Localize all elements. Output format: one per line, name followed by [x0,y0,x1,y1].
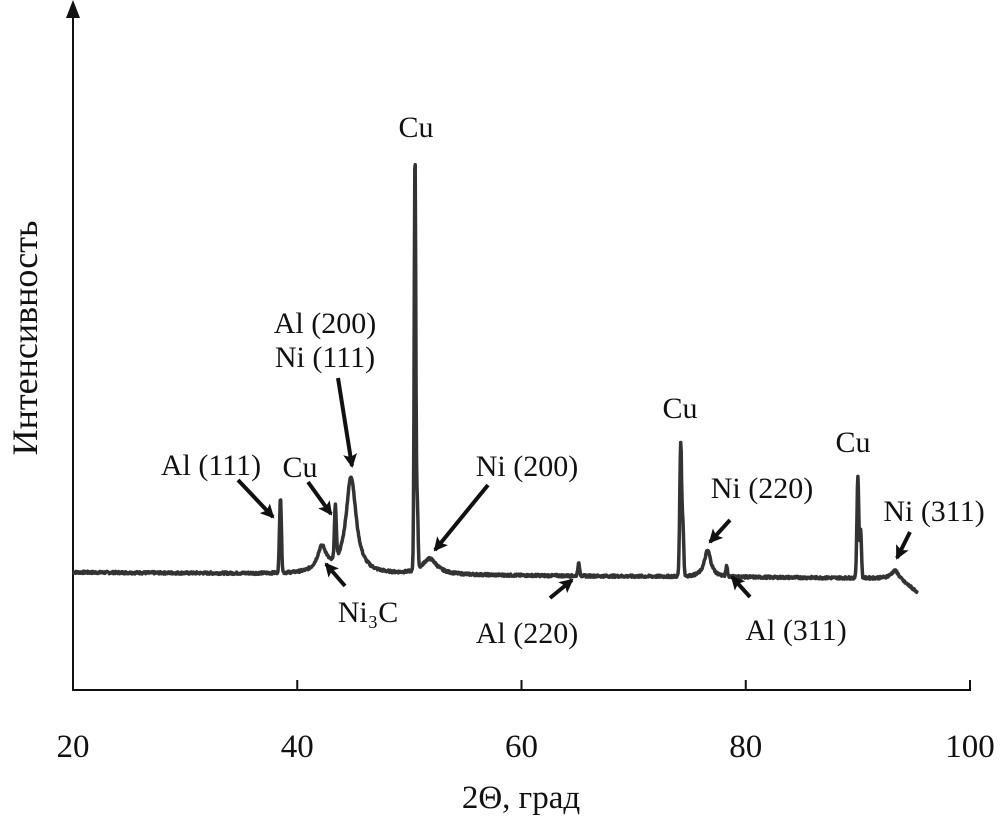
peak-label: Al (200) [274,307,376,340]
peak-label: Cu [282,451,317,484]
peak-label: Cu [662,392,697,425]
peak-label: Cu [398,111,433,144]
annotation-arrow-icon [895,531,912,560]
x-tick-label: 80 [729,729,762,765]
annotation-arrows [236,377,912,600]
xrd-curve [71,163,919,595]
y-axis-label: Интенсивность [5,221,45,456]
peak-label: Ni (200) [476,450,578,483]
annotation-arrow-icon [433,483,490,552]
annotation-arrow-icon [306,480,333,516]
peak-label: Ni (220) [711,472,813,505]
x-tick-label: 60 [505,729,538,765]
annotation-arrow-icon [548,578,574,600]
annotation-arrow-icon [730,575,752,599]
peak-label: Ni (111) [275,341,375,374]
y-axis-arrow-icon [66,0,80,18]
annotation-arrow-icon [336,377,358,468]
axes [66,0,971,691]
x-ticks: 20 40 60 80 100 [57,680,995,765]
annotation-arrow-icon [324,562,347,588]
annotation-arrow-icon [708,518,732,544]
peak-label: Al (220) [476,617,578,650]
annotation-arrow-icon [236,478,275,519]
peak-label: Al (311) [745,614,846,647]
peak-label: Al (111) [161,449,261,482]
peak-label: Ni₃C [338,596,398,629]
peak-label: Ni (311) [883,495,984,528]
x-tick-label: 20 [57,729,90,765]
peak-labels: Al (111) Cu Al (200)Ni (111) Cu Ni (200) Ni₃C… [161,111,985,650]
peak-label: Cu [835,426,870,459]
x-axis-label: 2Θ, град [462,780,581,816]
x-tick-label: 40 [281,729,314,765]
x-tick-label: 100 [945,729,995,765]
